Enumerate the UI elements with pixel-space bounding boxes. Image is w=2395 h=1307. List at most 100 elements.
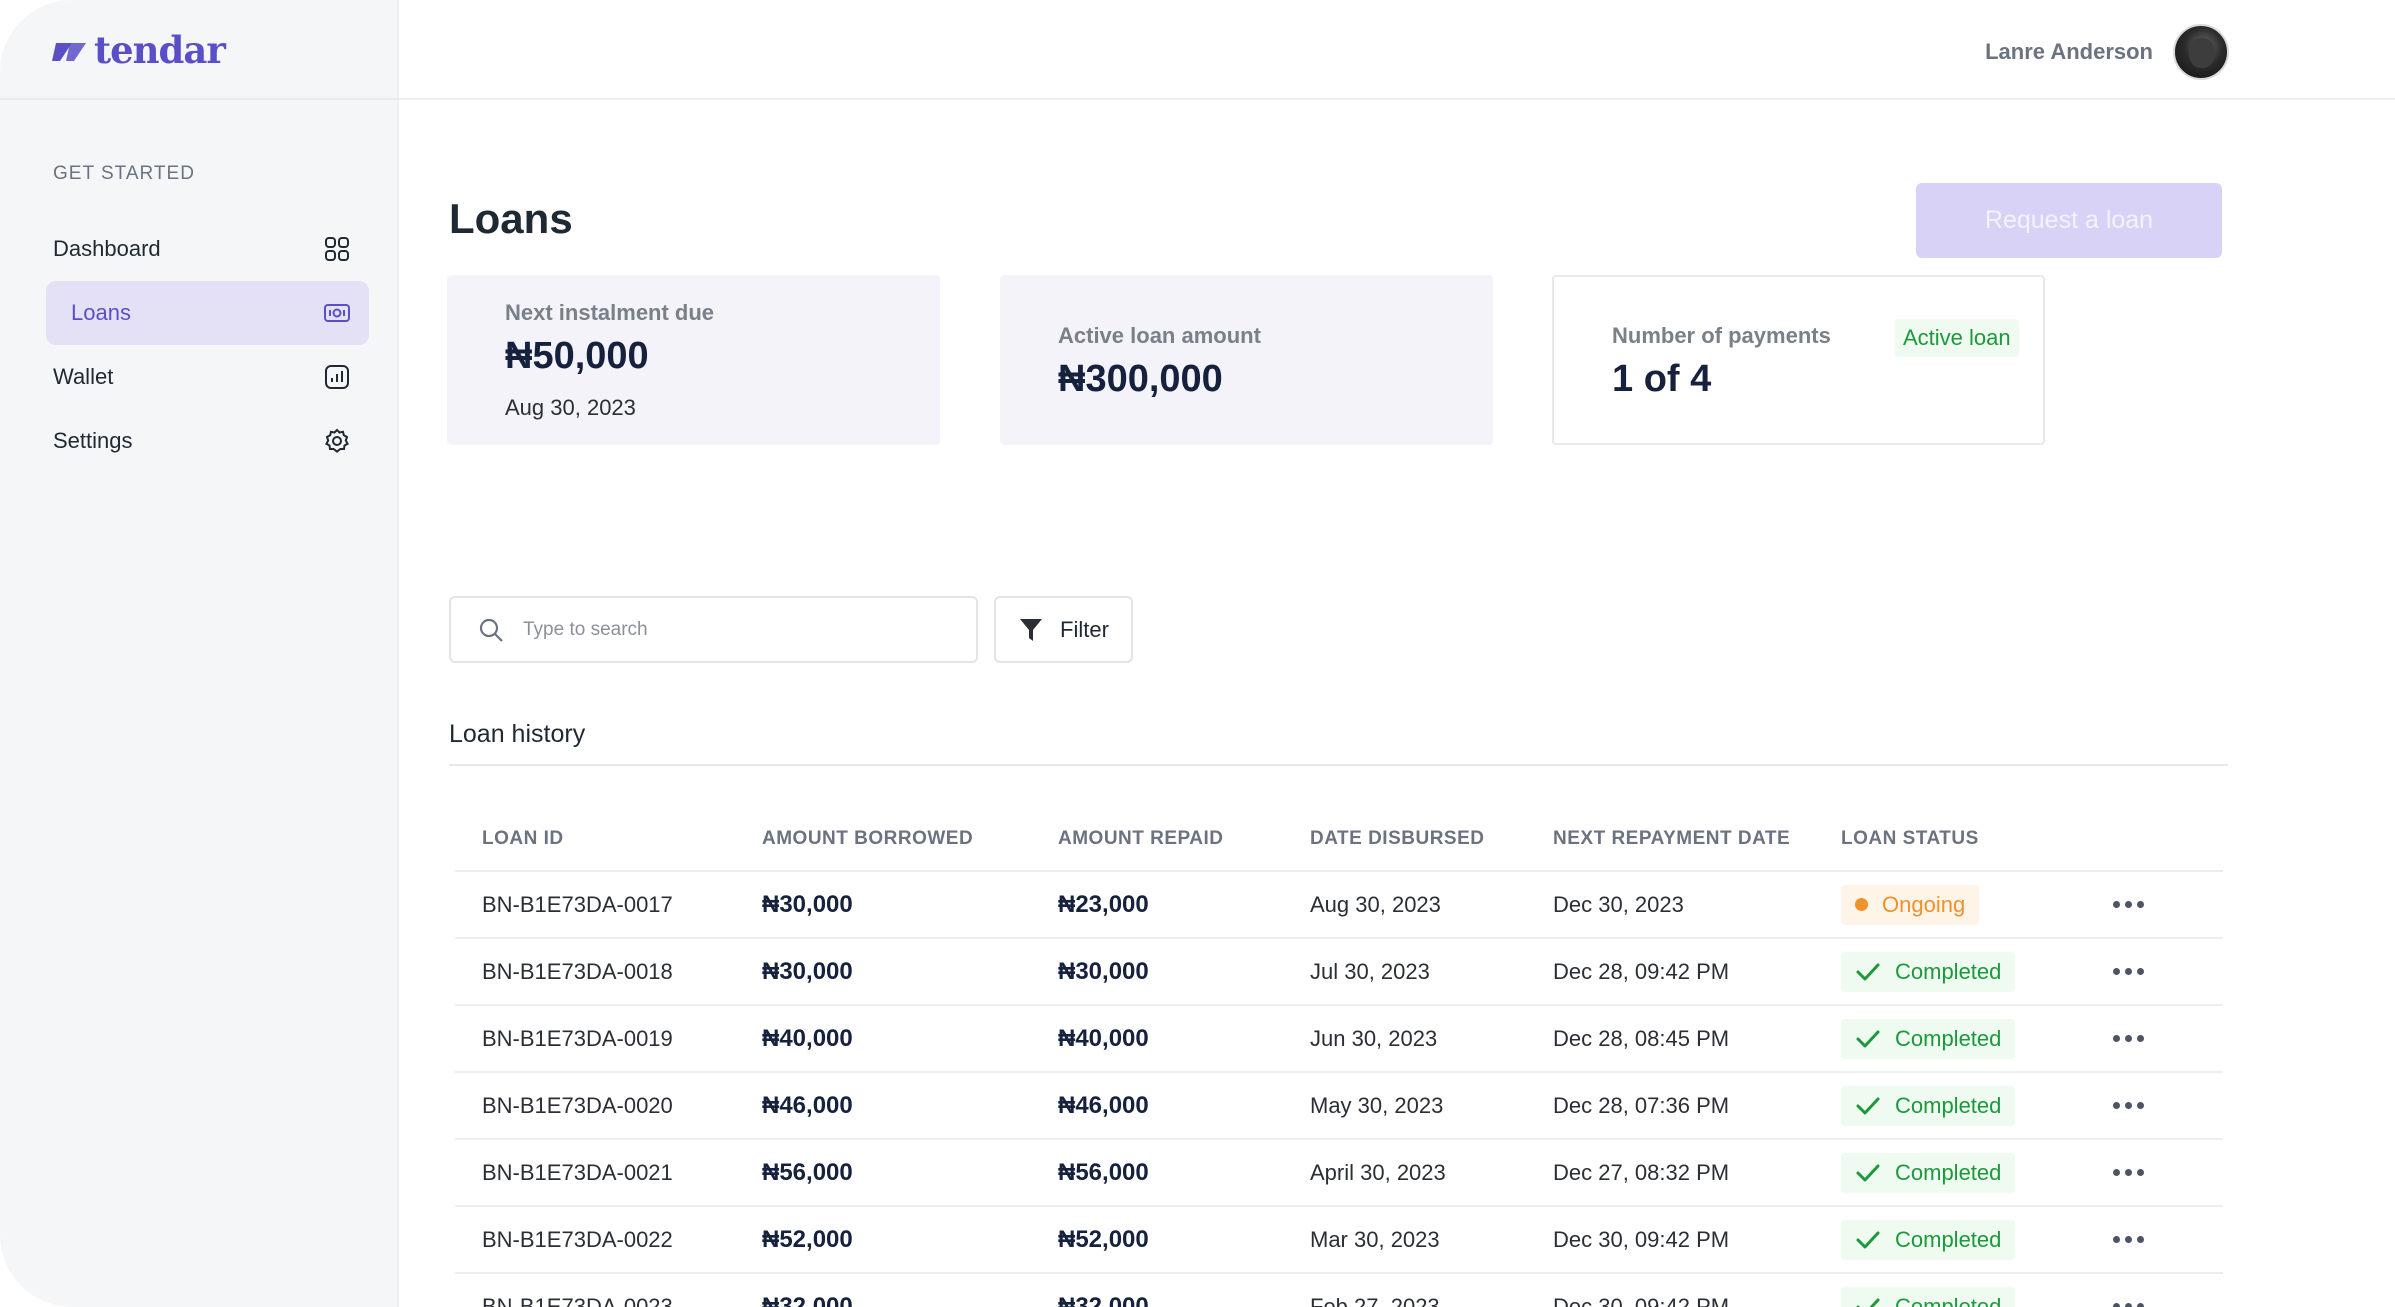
loan-id: BN-B1E73DA-0018: [482, 958, 673, 984]
table-row[interactable]: BN-B1E73DA-0020 ₦46,000 ₦46,000 May 30, 202…: [455, 1073, 2223, 1140]
amount-repaid: ₦46,000: [1058, 1091, 1149, 1119]
amount-repaid: ₦52,000: [1058, 1225, 1149, 1253]
brand-name: tendar: [94, 28, 226, 72]
check-icon: [1856, 963, 1880, 980]
more-options-icon[interactable]: [2113, 1236, 2144, 1243]
date-disbursed: Jun 30, 2023: [1310, 1025, 1438, 1051]
amount-repaid: ₦40,000: [1058, 1024, 1149, 1052]
table-header: LOAN ID AMOUNT BORROWED AMOUNT REPAID DA…: [455, 808, 2223, 872]
amount-borrowed: ₦46,000: [762, 1091, 853, 1119]
check-icon: [1856, 1030, 1880, 1047]
amount-borrowed: ₦30,000: [762, 890, 853, 918]
grid-icon: [323, 235, 351, 263]
sidebar-item-loans[interactable]: Loans: [46, 281, 369, 345]
check-icon: [1856, 1298, 1880, 1307]
sidebar-nav: Dashboard Loans Wallet: [46, 217, 369, 473]
date-disbursed: April 30, 2023: [1310, 1159, 1446, 1185]
more-options-icon[interactable]: [2113, 1035, 2144, 1042]
status-badge: Completed: [1841, 1018, 2016, 1059]
avatar[interactable]: [2173, 24, 2229, 80]
sidebar-item-wallet[interactable]: Wallet: [46, 345, 369, 409]
column-header-loan-status: LOAN STATUS: [1841, 828, 1979, 849]
column-header-next-repayment: NEXT REPAYMENT DATE: [1553, 828, 1791, 849]
loan-id: BN-B1E73DA-0020: [482, 1092, 673, 1118]
status-label: Completed: [1895, 1159, 2002, 1185]
active-loan-badge: Active loan: [1895, 319, 2019, 357]
filter-label: Filter: [1060, 616, 1109, 642]
brand-logo[interactable]: tendar: [50, 28, 226, 72]
loan-status-cell: Completed: [1841, 1219, 2113, 1260]
next-repayment-date: Dec 27, 08:32 PM: [1553, 1159, 1730, 1185]
gear-icon: [323, 427, 351, 455]
loan-status-cell: Ongoing: [1841, 884, 2113, 925]
loan-status-cell: Completed: [1841, 1152, 2113, 1193]
row-actions-cell: [2113, 1102, 2223, 1109]
request-loan-button[interactable]: Request a loan: [1916, 183, 2222, 258]
search-icon: [479, 618, 503, 642]
amount-repaid: ₦23,000: [1058, 890, 1149, 918]
next-repayment-date: Dec 30, 09:42 PM: [1553, 1293, 1730, 1307]
card-label: Number of payments: [1612, 323, 1831, 348]
amount-borrowed: ₦52,000: [762, 1225, 853, 1253]
more-options-icon[interactable]: [2113, 1169, 2144, 1176]
filter-button[interactable]: Filter: [994, 596, 1133, 663]
page-title: Loans: [449, 195, 573, 242]
active-loan-amount-card: Active loan amount ₦300,000: [1000, 275, 1493, 445]
date-disbursed: Mar 30, 2023: [1310, 1226, 1440, 1252]
loan-status-cell: Completed: [1841, 951, 2113, 992]
row-actions-cell: [2113, 1035, 2223, 1042]
table-row[interactable]: BN-B1E73DA-0018 ₦30,000 ₦30,000 Jul 30, 202…: [455, 939, 2223, 1006]
card-value: ₦50,000: [505, 335, 649, 377]
sidebar-item-label: Wallet: [53, 364, 114, 389]
status-label: Completed: [1895, 1293, 2002, 1307]
status-badge: Completed: [1841, 1219, 2016, 1260]
section-label: GET STARTED: [53, 163, 195, 184]
card-value: ₦300,000: [1058, 358, 1223, 400]
check-icon: [1856, 1097, 1880, 1114]
table-row[interactable]: BN-B1E73DA-0021 ₦56,000 ₦56,000 April 30, 2…: [455, 1140, 2223, 1207]
next-repayment-date: Dec 30, 09:42 PM: [1553, 1226, 1730, 1252]
more-options-icon[interactable]: [2113, 1303, 2144, 1307]
column-header-amount-borrowed: AMOUNT BORROWED: [762, 828, 974, 849]
sidebar-item-label: Dashboard: [53, 236, 161, 261]
sidebar-item-dashboard[interactable]: Dashboard: [46, 217, 369, 281]
date-disbursed: Jul 30, 2023: [1310, 958, 1430, 984]
loan-status-cell: Completed: [1841, 1018, 2113, 1059]
sidebar-item-label: Settings: [53, 428, 133, 453]
history-divider: [449, 764, 2228, 766]
card-value: 1 of 4: [1612, 358, 1712, 400]
next-repayment-date: Dec 28, 08:45 PM: [1553, 1025, 1730, 1051]
table-row[interactable]: BN-B1E73DA-0019 ₦40,000 ₦40,000 Jun 30, 202…: [455, 1006, 2223, 1073]
status-badge: Completed: [1841, 1085, 2016, 1126]
more-options-icon[interactable]: [2113, 901, 2144, 908]
filter-icon: [1020, 618, 1043, 641]
status-dot-icon: [1855, 898, 1868, 911]
next-repayment-date: Dec 30, 2023: [1553, 891, 1684, 917]
table-row[interactable]: BN-B1E73DA-0017 ₦30,000 ₦23,000 Aug 30, 202…: [455, 872, 2223, 939]
status-badge: Completed: [1841, 951, 2016, 992]
search-input[interactable]: [523, 618, 953, 641]
amount-borrowed: ₦56,000: [762, 1158, 853, 1186]
user-menu[interactable]: Lanre Anderson: [1985, 24, 2229, 80]
card-label: Next instalment due: [505, 300, 715, 325]
search-box[interactable]: [449, 596, 978, 663]
top-header: Lanre Anderson: [399, 0, 2395, 100]
loan-id: BN-B1E73DA-0022: [482, 1226, 673, 1252]
card-label: Active loan amount: [1058, 323, 1261, 348]
more-options-icon[interactable]: [2113, 1102, 2144, 1109]
sidebar: tendar GET STARTED Dashboard Loans Wal: [0, 0, 399, 1307]
amount-repaid: ₦30,000: [1058, 957, 1149, 985]
status-label: Completed: [1895, 1025, 2002, 1051]
next-repayment-date: Dec 28, 09:42 PM: [1553, 958, 1730, 984]
check-icon: [1856, 1164, 1880, 1181]
payments-card: Number of payments 1 of 4 Active loan: [1552, 275, 2045, 445]
card-date: Aug 30, 2023: [505, 395, 636, 420]
sidebar-item-label: Loans: [71, 300, 131, 325]
date-disbursed: Aug 30, 2023: [1310, 891, 1441, 917]
sidebar-item-settings[interactable]: Settings: [46, 409, 369, 473]
table-row[interactable]: BN-B1E73DA-0022 ₦52,000 ₦52,000 Mar 30, 202…: [455, 1207, 2223, 1274]
more-options-icon[interactable]: [2113, 968, 2144, 975]
row-actions-cell: [2113, 1169, 2223, 1176]
table-row[interactable]: BN-B1E73DA-0023 ₦32,000 ₦32,000 Feb 27, 202…: [455, 1274, 2223, 1307]
check-icon: [1856, 1231, 1880, 1248]
